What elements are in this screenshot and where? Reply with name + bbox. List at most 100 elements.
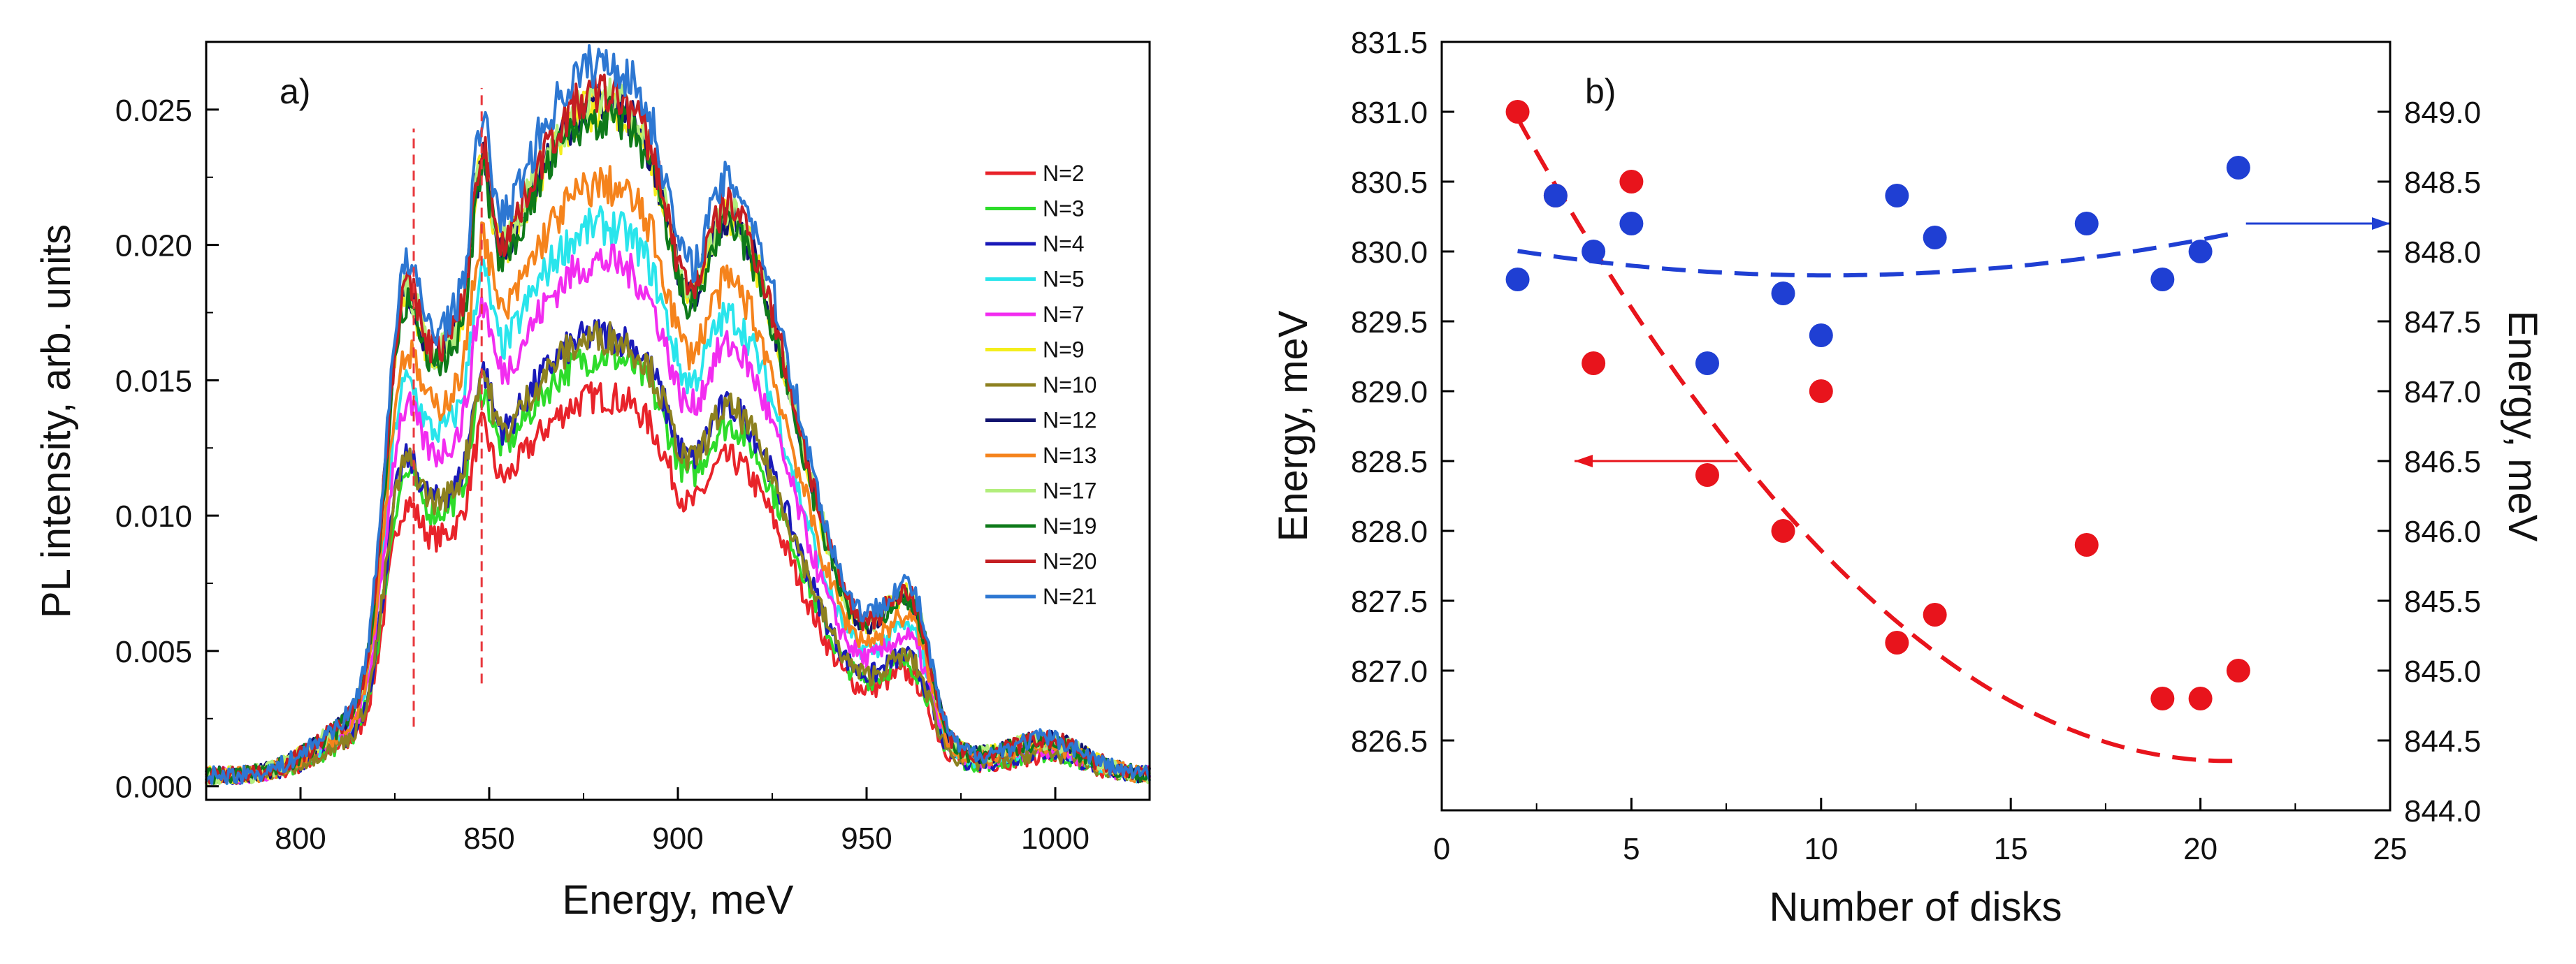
y-tick-label: 0.000 bbox=[115, 771, 192, 805]
legend-item: N=2 bbox=[985, 161, 1085, 186]
left-axis-arrow-head bbox=[1574, 455, 1593, 467]
legend-item: N=5 bbox=[985, 267, 1085, 292]
y-tick-label: 828.5 bbox=[1351, 445, 1428, 479]
right-axis-data-point bbox=[1923, 226, 1947, 249]
y-right-tick-label: 849.0 bbox=[2404, 96, 2481, 130]
x-tick-label: 10 bbox=[1804, 832, 1838, 866]
y-right-tick-label: 848.0 bbox=[2404, 235, 2481, 270]
y-tick-label: 830.0 bbox=[1351, 235, 1428, 270]
x-tick-label: 0 bbox=[1433, 832, 1450, 866]
panel-b-scatter-chart: 0 5 10 15 20 25 826.5 827.0 827.5 828.0 828.5 829.… bbox=[1271, 26, 2545, 930]
panel-b-right-y-axis: 844.0 844.5 845.0 845.5 846.0 846.5 847.0 847.5… bbox=[2378, 96, 2481, 828]
y-tick-label: 0.020 bbox=[115, 229, 192, 263]
x-tick-label: 25 bbox=[2373, 832, 2408, 866]
legend-item: N=7 bbox=[985, 302, 1085, 327]
panel-a-spectra-chart: 800 850 900 950 1000 0.0000.0050.0100.0150.0… bbox=[34, 41, 1151, 923]
x-tick-label: 950 bbox=[841, 821, 892, 856]
right-axis-data-point bbox=[1885, 184, 1909, 207]
left-axis-fit-curve bbox=[1515, 117, 2238, 764]
panel-b-left-y-axis: 826.5 827.0 827.5 828.0 828.5 829.0 829.5 830.0… bbox=[1351, 26, 1454, 759]
axis-arrows-group bbox=[1574, 217, 2390, 467]
x-tick-label: 20 bbox=[2183, 832, 2217, 866]
y-tick-label: 0.005 bbox=[115, 635, 192, 669]
y-right-tick-label: 844.5 bbox=[2404, 724, 2481, 759]
x-tick-label: 1000 bbox=[1021, 821, 1090, 856]
right-axis-data-point bbox=[2188, 240, 2213, 263]
right-axis-data-point bbox=[1771, 282, 1795, 305]
y-tick-label: 831.5 bbox=[1351, 26, 1428, 60]
y-tick-label: 826.5 bbox=[1351, 724, 1428, 759]
y-tick-label: 0.025 bbox=[115, 94, 192, 128]
left-axis-data-point bbox=[1885, 631, 1909, 655]
right-axis-data-point bbox=[1582, 240, 1606, 263]
legend-item: N=3 bbox=[985, 196, 1085, 221]
panel-b-right-y-axis-title: Energy, meV bbox=[2500, 311, 2545, 542]
y-right-tick-label: 848.5 bbox=[2404, 166, 2481, 200]
left-axis-data-point bbox=[1809, 379, 1833, 403]
panel-b-x-axis-title: Number of disks bbox=[1769, 884, 2062, 930]
legend-label: N=9 bbox=[1043, 337, 1085, 363]
y-tick-label: 828.0 bbox=[1351, 515, 1428, 549]
right-axis-fit-curve bbox=[1517, 230, 2239, 278]
y-tick-label: 0.010 bbox=[115, 499, 192, 534]
legend-item: N=12 bbox=[985, 408, 1097, 433]
left-axis-data-point bbox=[2074, 533, 2099, 557]
spectra-series-group bbox=[205, 44, 1151, 785]
legend-label: N=5 bbox=[1043, 267, 1085, 292]
legend-label: N=13 bbox=[1043, 443, 1097, 468]
fit-curves-group bbox=[1515, 117, 2239, 764]
y-right-tick-label: 845.0 bbox=[2404, 655, 2481, 689]
y-tick-label: 829.5 bbox=[1351, 305, 1428, 339]
x-tick-label: 850 bbox=[463, 821, 514, 856]
left-axis-data-point bbox=[1923, 603, 1947, 627]
legend-item: N=17 bbox=[985, 479, 1097, 504]
panel-b-left-y-axis-title: Energy, meV bbox=[1271, 310, 1316, 541]
x-tick-label: 900 bbox=[652, 821, 703, 856]
y-tick-label: 829.0 bbox=[1351, 375, 1428, 409]
panel-a-x-axis: 800 850 900 950 1000 bbox=[205, 787, 1150, 856]
panel-a-x-axis-title: Energy, meV bbox=[563, 877, 794, 923]
panel-a-legend: N=2 N=3 N=4 N=5 N=7 N=9 N=10 N=12 N=13 N=17 N=19 N=… bbox=[985, 161, 1097, 609]
right-axis-data-point bbox=[2150, 268, 2175, 291]
y-right-tick-label: 844.0 bbox=[2404, 794, 2481, 828]
legend-item: N=21 bbox=[985, 584, 1097, 609]
right-axis-data-point bbox=[2226, 156, 2250, 180]
y-tick-label: 831.0 bbox=[1351, 96, 1428, 130]
x-tick-label: 5 bbox=[1623, 832, 1640, 866]
right-axis-data-point bbox=[1619, 212, 1644, 235]
panel-a-y-axis-title: PL intensity, arb. units bbox=[34, 224, 79, 618]
y-right-tick-label: 846.0 bbox=[2404, 515, 2481, 549]
left-axis-data-point bbox=[1695, 463, 1719, 487]
legend-label: N=20 bbox=[1043, 549, 1097, 574]
panel-b-label: b) bbox=[1585, 72, 1616, 111]
panel-a-label: a) bbox=[280, 72, 310, 111]
right-axis-arrow-head bbox=[2372, 217, 2390, 230]
y-right-tick-label: 845.5 bbox=[2404, 585, 2481, 619]
right-axis-data-point bbox=[1543, 184, 1568, 207]
y-tick-label: 0.015 bbox=[115, 364, 192, 398]
legend-label: N=2 bbox=[1043, 161, 1085, 186]
y-tick-label: 827.0 bbox=[1351, 655, 1428, 689]
left-axis-data-point bbox=[2150, 687, 2175, 710]
panel-a-y-axis: 0.000 0.005 0.010 0.015 0.020 0.025 bbox=[115, 94, 219, 805]
scatter-points-group bbox=[1505, 100, 2250, 710]
right-axis-data-point bbox=[1809, 323, 1833, 347]
left-axis-data-point bbox=[2188, 687, 2213, 710]
y-tick-label: 827.5 bbox=[1351, 585, 1428, 619]
right-axis-data-point bbox=[1695, 351, 1719, 375]
left-axis-data-point bbox=[1582, 351, 1606, 375]
left-axis-data-point bbox=[2226, 659, 2250, 682]
legend-label: N=21 bbox=[1043, 584, 1097, 609]
guide-lines-group bbox=[412, 87, 483, 727]
x-tick-label: 800 bbox=[275, 821, 326, 856]
legend-label: N=3 bbox=[1043, 196, 1085, 221]
legend-label: N=10 bbox=[1043, 372, 1097, 397]
panel-b-x-axis: 0 5 10 15 20 25 bbox=[1433, 798, 2408, 866]
legend-label: N=12 bbox=[1043, 408, 1097, 433]
legend-item: N=20 bbox=[985, 549, 1097, 574]
legend-item: N=9 bbox=[985, 337, 1085, 363]
legend-item: N=13 bbox=[985, 443, 1097, 468]
right-axis-data-point bbox=[2074, 212, 2099, 235]
